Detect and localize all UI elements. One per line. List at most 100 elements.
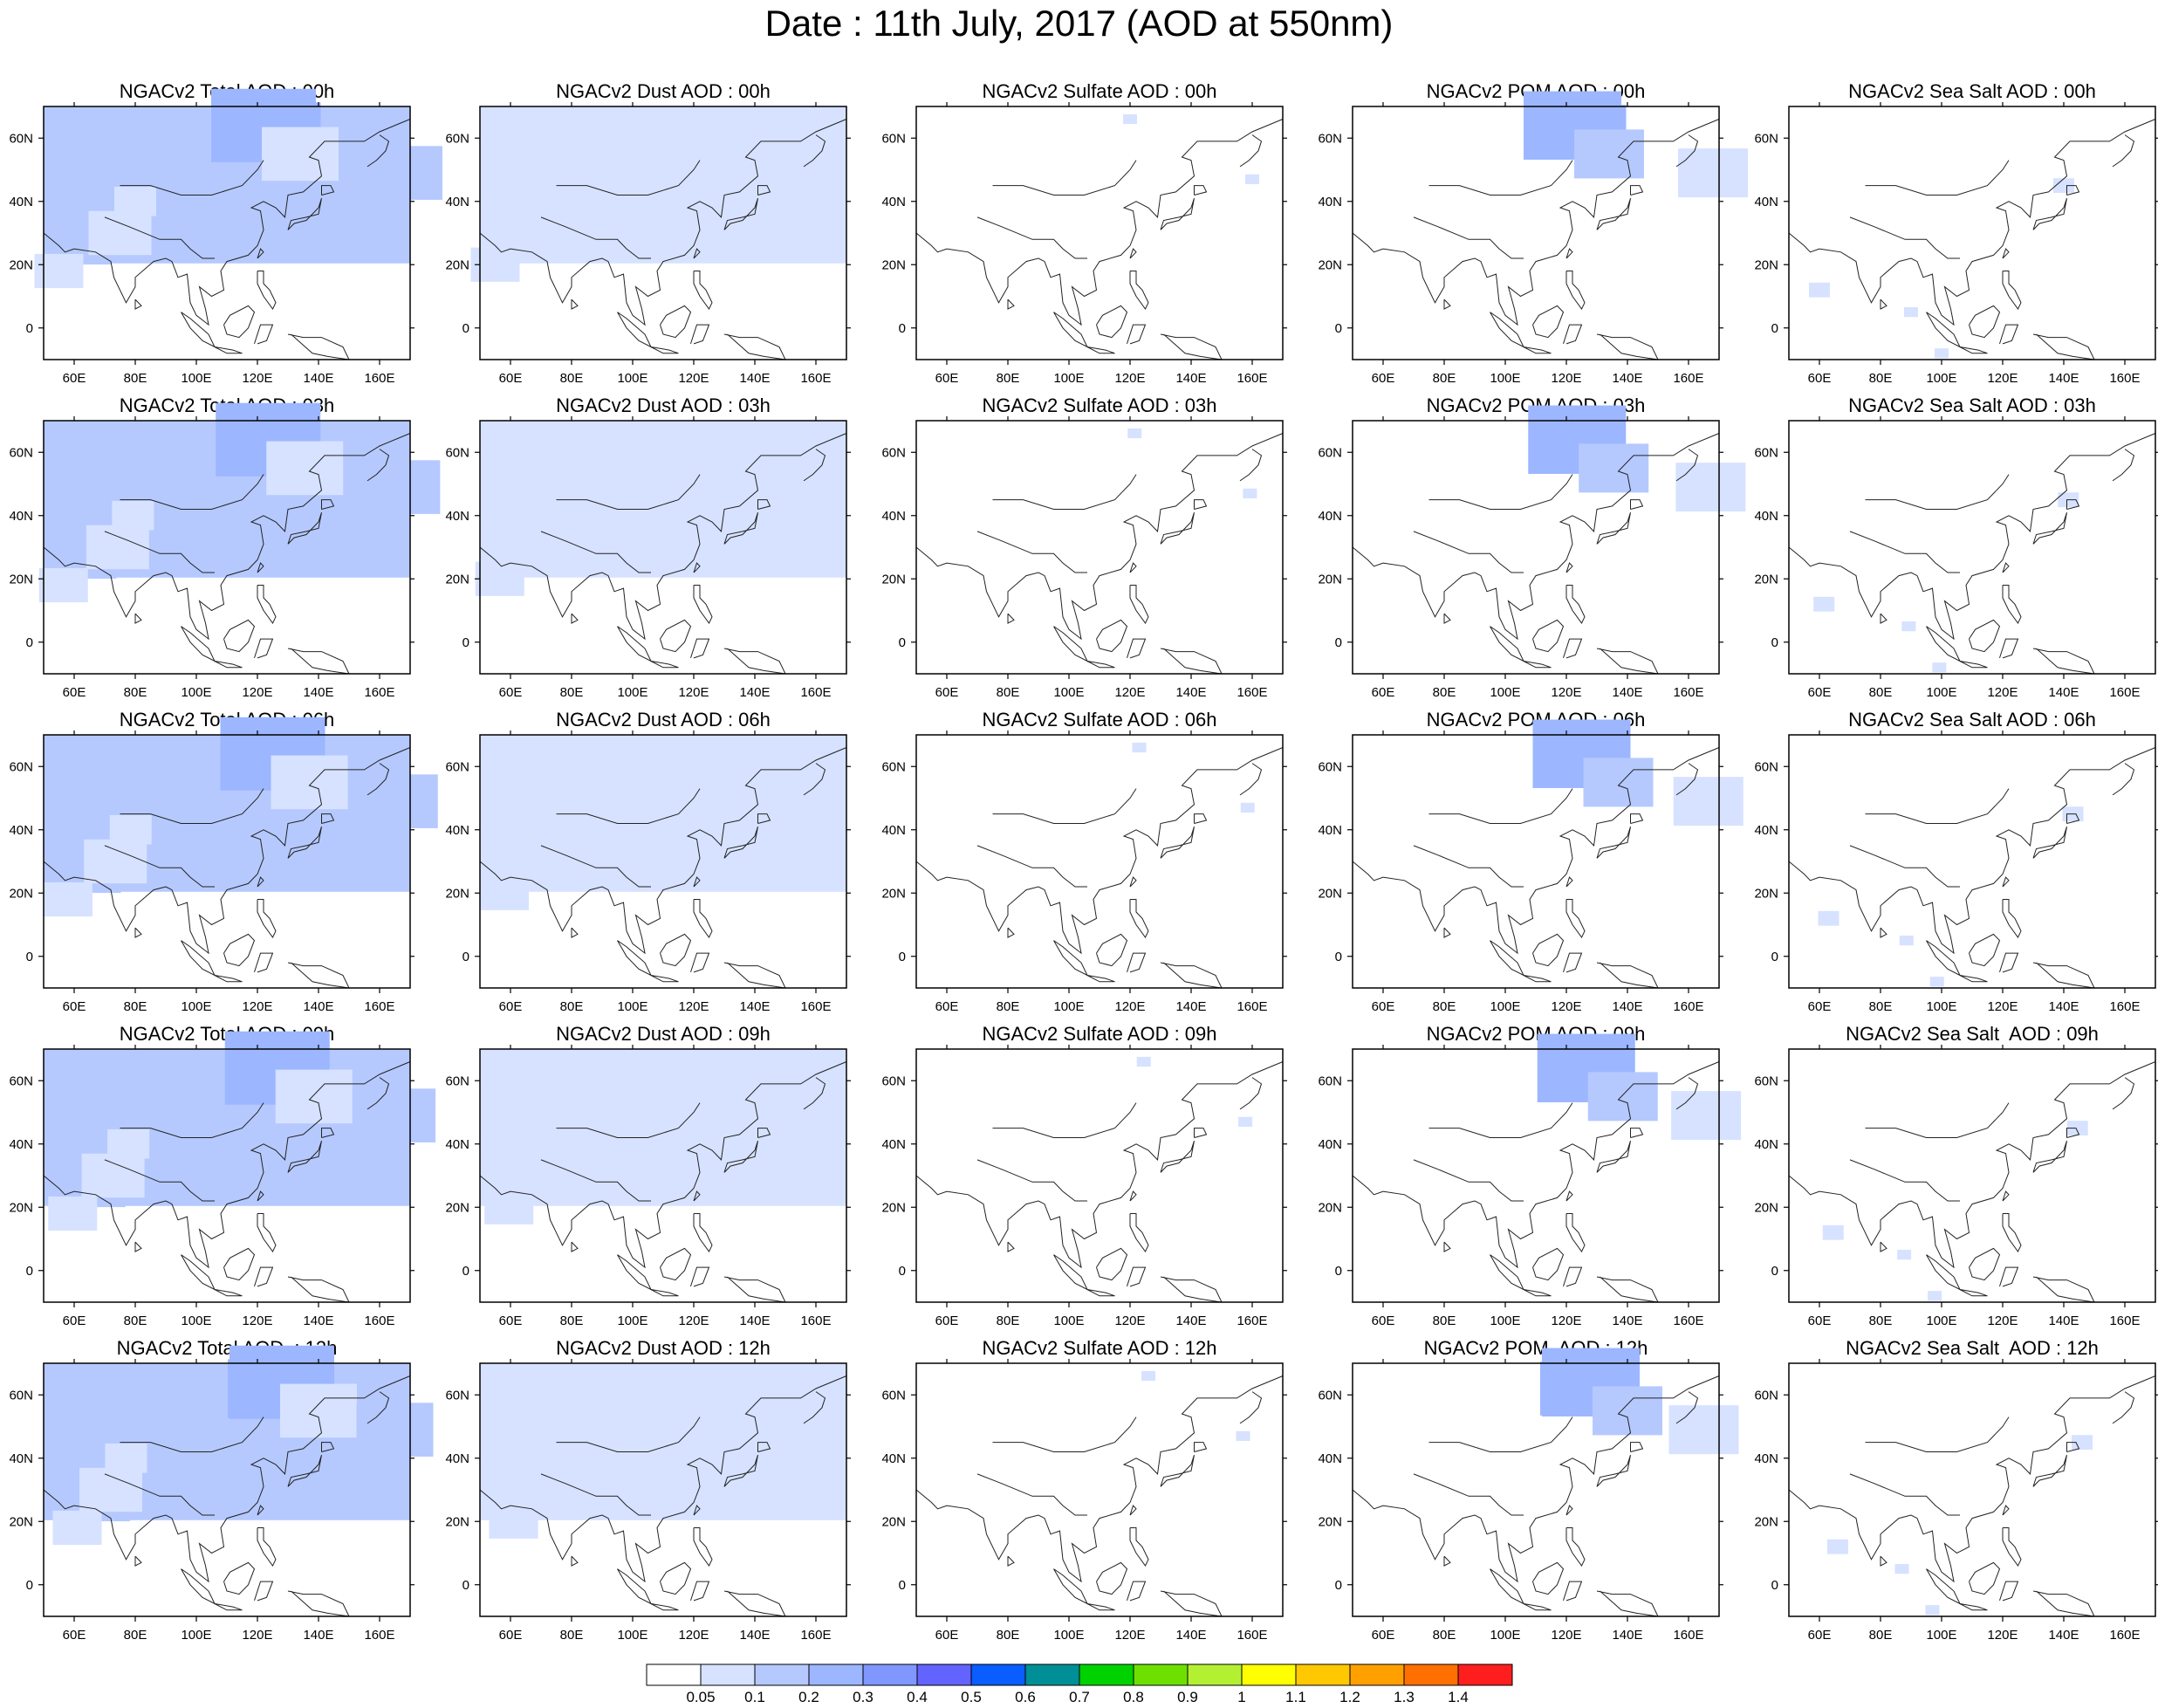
lat-tick-label: 20N <box>445 886 469 901</box>
lon-tick-label: 160E <box>2109 685 2140 700</box>
coastline <box>479 1175 511 1196</box>
lat-tick-label: 60N <box>445 759 469 774</box>
coastline <box>1490 1568 1525 1605</box>
aod-map: 60E 80E 100E 120E 140E 160E 0 20N 40N 60N <box>1754 731 2158 1014</box>
coastline <box>134 1555 142 1567</box>
lat-tick-label: 60N <box>1754 1388 1778 1403</box>
coastline <box>1596 333 1659 360</box>
lon-tick-label: 80E <box>1433 1314 1456 1328</box>
coastline <box>693 899 713 938</box>
colorbar-label: 1 <box>1237 1689 1245 1705</box>
coastline <box>1880 1555 1887 1567</box>
coastline <box>287 1276 350 1303</box>
coastline <box>946 1061 1284 1269</box>
lat-tick-label: 60N <box>1754 1074 1778 1088</box>
coastline <box>1880 298 1887 310</box>
coastline <box>257 1213 277 1252</box>
map-frame-group: 60E 80E 100E 120E 140E 160E 0 20N 40N 60N <box>445 1045 851 1328</box>
aod-map: 60E 80E 100E 120E 140E 160E 0 20N 40N 60N <box>9 1345 434 1643</box>
coastline <box>617 626 653 662</box>
aod-cell <box>1827 1539 1848 1554</box>
coastline <box>134 298 142 310</box>
coastline <box>43 232 75 253</box>
coastline <box>1096 1561 1128 1595</box>
coastline <box>1565 899 1586 938</box>
coastline <box>723 1276 786 1303</box>
coastline <box>1127 324 1147 345</box>
coastline <box>1969 1561 2001 1595</box>
aod-map: 60E 80E 100E 120E 140E 160E 0 20N 40N 60N <box>1318 719 1744 1014</box>
coastline <box>287 197 322 230</box>
coastline <box>1096 305 1128 339</box>
colorbar-swatch <box>1457 1663 1513 1686</box>
lon-tick-label: 80E <box>1433 1628 1456 1643</box>
lat-tick-label: 0 <box>1335 1264 1342 1279</box>
coastline <box>2002 1505 2010 1516</box>
lon-tick-label: 80E <box>997 1628 1020 1643</box>
coastline <box>693 1527 713 1567</box>
lon-tick-label: 120E <box>1114 999 1145 1014</box>
lat-tick-label: 20N <box>881 572 906 586</box>
lon-tick-label: 160E <box>364 999 394 1014</box>
lon-tick-label: 120E <box>242 1628 272 1643</box>
aod-cell <box>262 127 339 182</box>
coastline <box>510 747 847 955</box>
lon-tick-label: 160E <box>2109 1628 2140 1643</box>
coastline <box>2032 333 2095 360</box>
map-border <box>1788 420 2156 675</box>
lon-tick-label: 160E <box>800 1628 831 1643</box>
map-frame-group: 60E 80E 100E 120E 140E 160E 0 20N 40N 60N <box>1754 731 2158 1014</box>
map-panel-total-2: NGACv2 Total AOD : 06h60E80E100E120E140E… <box>9 709 438 1023</box>
lon-tick-label: 80E <box>997 999 1020 1014</box>
coastline <box>321 1128 335 1138</box>
lat-tick-label: 60N <box>881 759 906 774</box>
aod-cell <box>1593 1386 1662 1436</box>
lon-tick-label: 140E <box>1175 999 1206 1014</box>
lat-tick-label: 40N <box>9 1451 33 1466</box>
coastline <box>1194 813 1208 824</box>
aod-cell <box>1583 758 1654 807</box>
aod-cell <box>266 441 344 496</box>
coastline <box>650 975 679 983</box>
aod-cell <box>1236 1430 1250 1441</box>
colorbar-swatch <box>754 1663 810 1686</box>
lon-tick-label: 120E <box>242 685 272 700</box>
lat-tick-label: 40N <box>881 1137 906 1152</box>
map-panel-sulfate-0: NGACv2 Sulfate AOD : 00h 60E 80E 100E 120E 14… <box>881 80 1287 394</box>
coastline <box>1596 1590 1659 1617</box>
coastline <box>540 845 651 888</box>
coastline <box>1007 927 1015 938</box>
lon-tick-label: 80E <box>124 1314 147 1328</box>
lon-tick-label: 120E <box>1987 1314 2018 1328</box>
aod-cell <box>1822 1224 1844 1240</box>
aod-cell <box>1579 443 1649 493</box>
lat-tick-label: 40N <box>1318 823 1342 838</box>
lon-tick-label: 60E <box>499 999 523 1014</box>
coastline <box>2002 562 2010 573</box>
colorbar-swatch <box>1403 1663 1459 1686</box>
panel-title: NGACv2 Sea Salt AOD : 03h <box>1848 394 2096 416</box>
lon-tick-label: 80E <box>560 1314 584 1328</box>
lon-tick-label: 100E <box>1490 1314 1520 1328</box>
lon-tick-label: 160E <box>364 1628 394 1643</box>
coastline <box>287 648 350 675</box>
coastline <box>2112 449 2135 482</box>
panel-title: NGACv2 Sulfate AOD : 06h <box>982 709 1217 731</box>
lon-tick-label: 140E <box>303 685 333 700</box>
coastline <box>104 531 215 573</box>
lat-tick-label: 20N <box>881 1514 906 1529</box>
lat-tick-label: 20N <box>445 1200 469 1215</box>
aod-cell <box>1136 1056 1151 1067</box>
lon-tick-label: 140E <box>2048 371 2079 386</box>
lat-tick-label: 40N <box>1754 509 1778 524</box>
coastline <box>1565 562 1573 573</box>
coastline <box>1127 1581 1147 1602</box>
coastline <box>510 119 847 326</box>
lon-tick-label: 140E <box>303 1314 333 1328</box>
map-frame-group: 60E 80E 100E 120E 140E 160E 0 20N 40N 60N <box>881 102 1287 386</box>
coastline <box>254 324 274 345</box>
coastline <box>510 1375 847 1583</box>
colorbar-swatch <box>862 1663 918 1686</box>
coastline <box>214 661 243 669</box>
coastline <box>1053 626 1089 662</box>
